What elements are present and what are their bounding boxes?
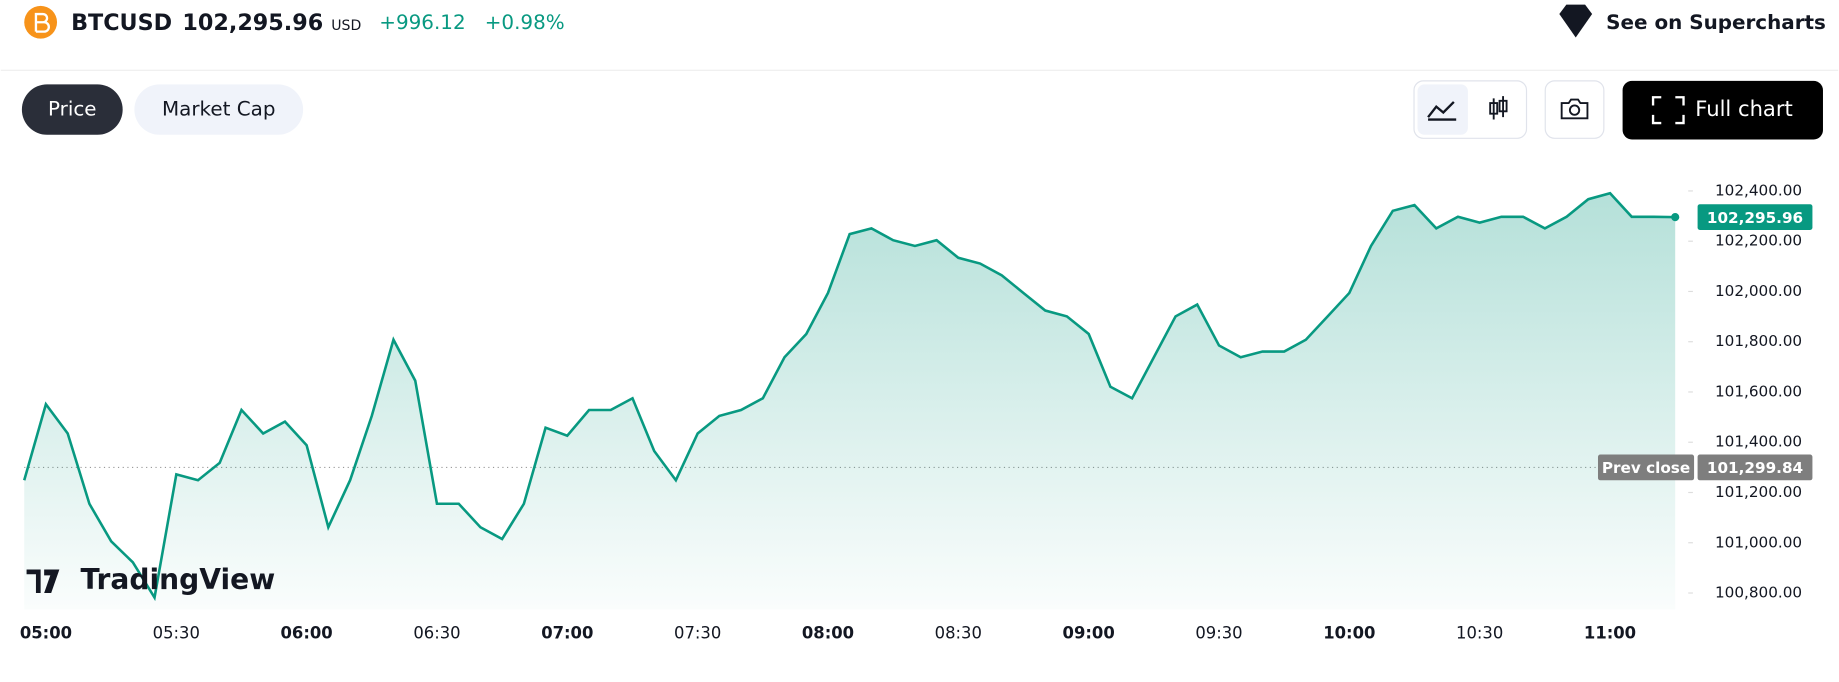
x-tick-label: 06:00	[281, 623, 333, 642]
tab-label[interactable]: Price	[48, 98, 97, 121]
x-tick-label: 08:30	[935, 623, 982, 642]
last-price-label: 102,295.96	[1707, 209, 1803, 227]
prev-close-value: 101,299.84	[1707, 459, 1803, 477]
y-tick-label: 102,400.00	[1715, 181, 1802, 199]
y-tick-label: 101,000.00	[1715, 533, 1802, 551]
x-tick-label: 08:00	[802, 623, 854, 642]
last-price-tag	[1697, 204, 1813, 230]
x-tick-label: 07:30	[674, 623, 721, 642]
change: +996.12	[379, 11, 465, 34]
x-tick-label: 11:00	[1584, 623, 1636, 642]
prev-close-text: Prev close	[1602, 459, 1690, 477]
x-tick-label: 09:30	[1195, 623, 1242, 642]
chart-style-group	[1413, 80, 1528, 139]
full-chart-button[interactable]	[1622, 80, 1823, 140]
y-tick-label: 101,400.00	[1715, 433, 1802, 451]
btc-glyph	[34, 12, 50, 33]
y-tick-label: 100,800.00	[1715, 584, 1802, 602]
camera-icon	[1560, 98, 1589, 120]
y-tick-label: 101,800.00	[1715, 332, 1802, 350]
tv-logo	[26, 569, 60, 593]
prev-close-tag	[1597, 454, 1695, 481]
currency: USD	[331, 18, 361, 34]
x-tick-label: 05:30	[153, 623, 200, 642]
x-tick-label: 06:30	[413, 623, 460, 642]
x-tick-label: 10:00	[1323, 623, 1375, 642]
x-tick-label: 05:00	[20, 623, 72, 642]
watermark: TradingView	[80, 563, 275, 596]
supercharts-link[interactable]: See on Supercharts	[1606, 11, 1826, 34]
price-line	[22, 191, 1676, 602]
x-tick-label: 07:00	[541, 623, 593, 642]
candle-icon[interactable]	[1489, 96, 1508, 120]
y-tick-label: 102,000.00	[1715, 282, 1802, 300]
camera-lens	[1568, 104, 1581, 116]
full-chart-label[interactable]: Full chart	[1695, 96, 1793, 121]
area-fill	[24, 193, 1676, 610]
area-icon	[1427, 101, 1457, 121]
tab-market-cap[interactable]	[134, 84, 304, 135]
symbol: BTCUSD	[71, 10, 172, 36]
snapshot-button[interactable]	[1544, 80, 1605, 139]
x-tick-label: 09:00	[1063, 623, 1115, 642]
x-tick-label: 10:30	[1456, 623, 1503, 642]
last-point	[1671, 212, 1680, 222]
y-tick-label: 101,600.00	[1715, 382, 1802, 400]
area-style-button[interactable]	[1417, 84, 1468, 135]
tab-label[interactable]: Market Cap	[162, 98, 275, 121]
tab-price[interactable]	[21, 84, 123, 135]
fullscreen-icon	[1651, 96, 1685, 125]
y-tick-label: 102,200.00	[1715, 232, 1802, 250]
prev-close-value-tag	[1697, 454, 1813, 481]
price: 102,295.96	[182, 10, 323, 36]
change-percent: +0.98%	[485, 11, 565, 34]
y-tick-label: 101,200.00	[1715, 483, 1802, 501]
supercharts-icon[interactable]	[1559, 4, 1593, 38]
